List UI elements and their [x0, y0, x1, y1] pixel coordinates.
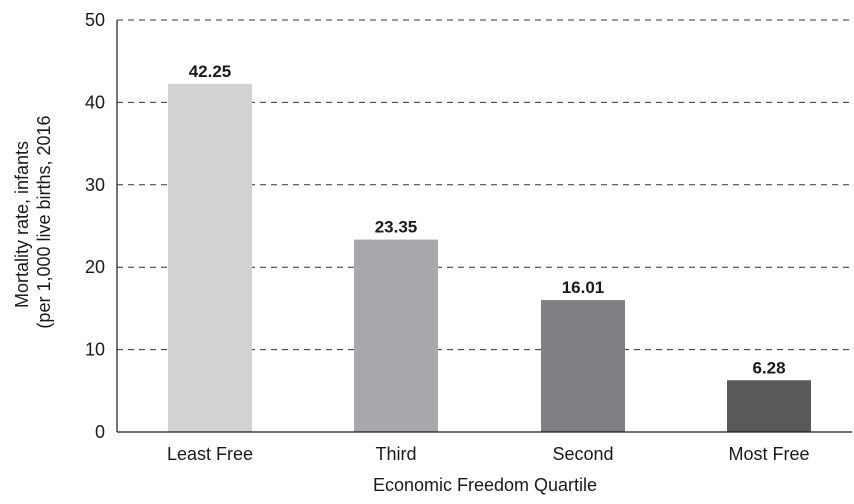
- x-axis-ticks: Least Free Third Second Most Free: [167, 444, 810, 464]
- y-tick-label: 40: [85, 92, 105, 112]
- value-label: 16.01: [562, 278, 605, 297]
- value-label: 42.25: [189, 62, 232, 81]
- bars: [168, 83, 811, 433]
- x-tick-label: Third: [375, 444, 416, 464]
- y-tick-label: 0: [95, 422, 105, 442]
- bar-most-free: [727, 380, 811, 432]
- value-label: 23.35: [375, 218, 418, 237]
- y-axis-title: Mortality rate, infants (per 1,000 live …: [12, 115, 54, 328]
- value-labels: 42.25 23.35 16.01 6.28: [189, 62, 786, 377]
- x-tick-label: Most Free: [728, 444, 809, 464]
- x-axis-title: Economic Freedom Quartile: [373, 475, 597, 495]
- bar-least-free: [168, 83, 252, 433]
- y-tick-label: 50: [85, 10, 105, 30]
- y-tick-label: 10: [85, 340, 105, 360]
- x-tick-label: Second: [552, 444, 613, 464]
- y-axis-title-line-1: Mortality rate, infants: [12, 141, 32, 308]
- x-tick-label: Least Free: [167, 444, 253, 464]
- bar-third: [354, 239, 438, 432]
- y-tick-label: 30: [85, 175, 105, 195]
- y-axis-ticks: 0 10 20 30 40 50: [85, 10, 105, 442]
- y-tick-label: 20: [85, 257, 105, 277]
- bar-second: [541, 300, 625, 432]
- y-axis-title-line-2: (per 1,000 live births, 2016: [34, 115, 54, 328]
- value-label: 6.28: [752, 358, 785, 377]
